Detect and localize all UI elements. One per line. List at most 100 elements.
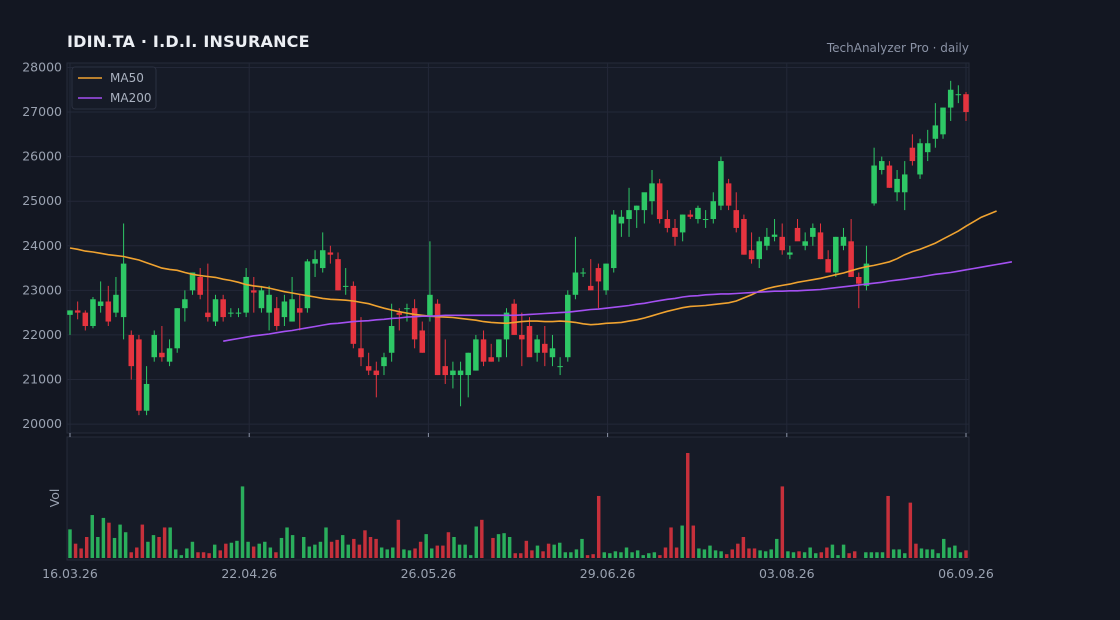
y-tick-label: 24000 — [22, 238, 62, 253]
volume-bar — [891, 549, 896, 558]
volume-bar — [852, 551, 857, 558]
volume-bar — [958, 552, 963, 558]
candle-body — [496, 339, 502, 358]
volume-bar — [574, 549, 579, 558]
candle-body — [113, 294, 119, 313]
volume-bar — [318, 541, 323, 558]
candle-body — [342, 285, 349, 287]
volume-bar — [457, 544, 462, 558]
volume-bar — [780, 486, 785, 558]
chart-title: IDIN.TA · I.D.I. INSURANCE — [67, 32, 310, 51]
candle-body — [503, 312, 510, 340]
volume-bar — [613, 551, 618, 558]
candle-body — [679, 214, 686, 233]
candle-body — [205, 312, 211, 318]
volume-bar — [524, 540, 529, 558]
candle-body — [534, 339, 540, 353]
candle-body — [457, 370, 464, 376]
volume-bar — [357, 544, 362, 558]
volume-bar — [680, 525, 684, 558]
volume-bar — [535, 545, 540, 558]
volume-bar — [90, 515, 94, 558]
candle-body — [779, 236, 785, 251]
volume-bar — [502, 533, 506, 558]
volume-bar — [541, 551, 545, 558]
legend-label-ma200: MA200 — [110, 91, 151, 105]
candle-body — [511, 303, 517, 335]
volume-bar — [569, 552, 573, 558]
volume-bar — [624, 547, 629, 558]
volume-bar — [201, 552, 206, 558]
volume-bar — [908, 502, 913, 558]
volume-bar — [869, 552, 874, 558]
volume-bar — [218, 550, 222, 558]
volume-bar — [246, 541, 250, 558]
candle-body — [894, 178, 900, 193]
candle-body — [565, 294, 571, 358]
candle-body — [947, 89, 954, 108]
candle-body — [258, 290, 265, 309]
volume-bar — [407, 550, 412, 558]
volume-bar — [691, 525, 696, 558]
candle-body — [848, 241, 854, 277]
volume-bar — [563, 552, 568, 558]
candle-body — [542, 343, 548, 353]
volume-bar — [290, 535, 295, 558]
candle-body — [549, 348, 556, 358]
candle-body — [764, 236, 770, 246]
candle-body — [963, 94, 969, 113]
volume-bar — [174, 549, 178, 558]
volume-bar — [741, 537, 746, 558]
y-tick-label: 26000 — [22, 149, 62, 164]
volume-bar — [635, 550, 640, 558]
volume-bar — [391, 547, 395, 558]
volume-bar — [229, 542, 234, 558]
volume-bar — [786, 551, 790, 558]
volume-bar — [84, 537, 89, 558]
candle-body — [810, 227, 816, 237]
volume-bar — [674, 547, 679, 558]
volume-bar — [168, 527, 172, 558]
volume-bar — [346, 544, 350, 558]
candle-body — [319, 250, 326, 269]
volume-bar — [886, 495, 890, 558]
volume-bar — [947, 547, 952, 558]
y-tick-label: 21000 — [22, 372, 62, 387]
candle-body — [450, 370, 456, 376]
candle-body — [618, 216, 625, 224]
candle-body — [274, 308, 280, 327]
volume-bar — [730, 549, 734, 558]
candle-body — [396, 312, 403, 315]
volume-bar — [73, 543, 78, 558]
volume-bar — [402, 549, 406, 558]
volume-bar — [713, 550, 718, 558]
volume-bar — [930, 549, 935, 558]
volume-bar — [212, 544, 217, 558]
candle-body — [105, 301, 112, 322]
volume-bar — [608, 553, 612, 558]
candle-body — [695, 207, 701, 220]
volume-bar — [546, 543, 551, 558]
volume-bar — [335, 539, 339, 558]
volume-bar — [418, 541, 423, 558]
volume-bar — [240, 486, 245, 558]
volume-bar — [652, 552, 657, 558]
candle-body — [419, 330, 426, 353]
volume-bar — [307, 546, 312, 558]
candle-body — [97, 301, 104, 306]
candle-body — [879, 161, 885, 170]
volume-bar — [641, 555, 645, 558]
candle-body — [151, 334, 157, 358]
candle-body — [473, 339, 479, 371]
volume-bar — [96, 537, 100, 558]
volume-series — [68, 453, 968, 558]
volume-bar — [112, 537, 117, 558]
candle-body — [281, 301, 288, 318]
volume-bar — [251, 546, 256, 558]
candle-body — [411, 308, 418, 340]
volume-bar — [235, 540, 239, 558]
volume-bar — [441, 545, 445, 558]
x-tick-label: 22.04.26 — [221, 566, 277, 581]
volume-bar — [424, 534, 428, 558]
